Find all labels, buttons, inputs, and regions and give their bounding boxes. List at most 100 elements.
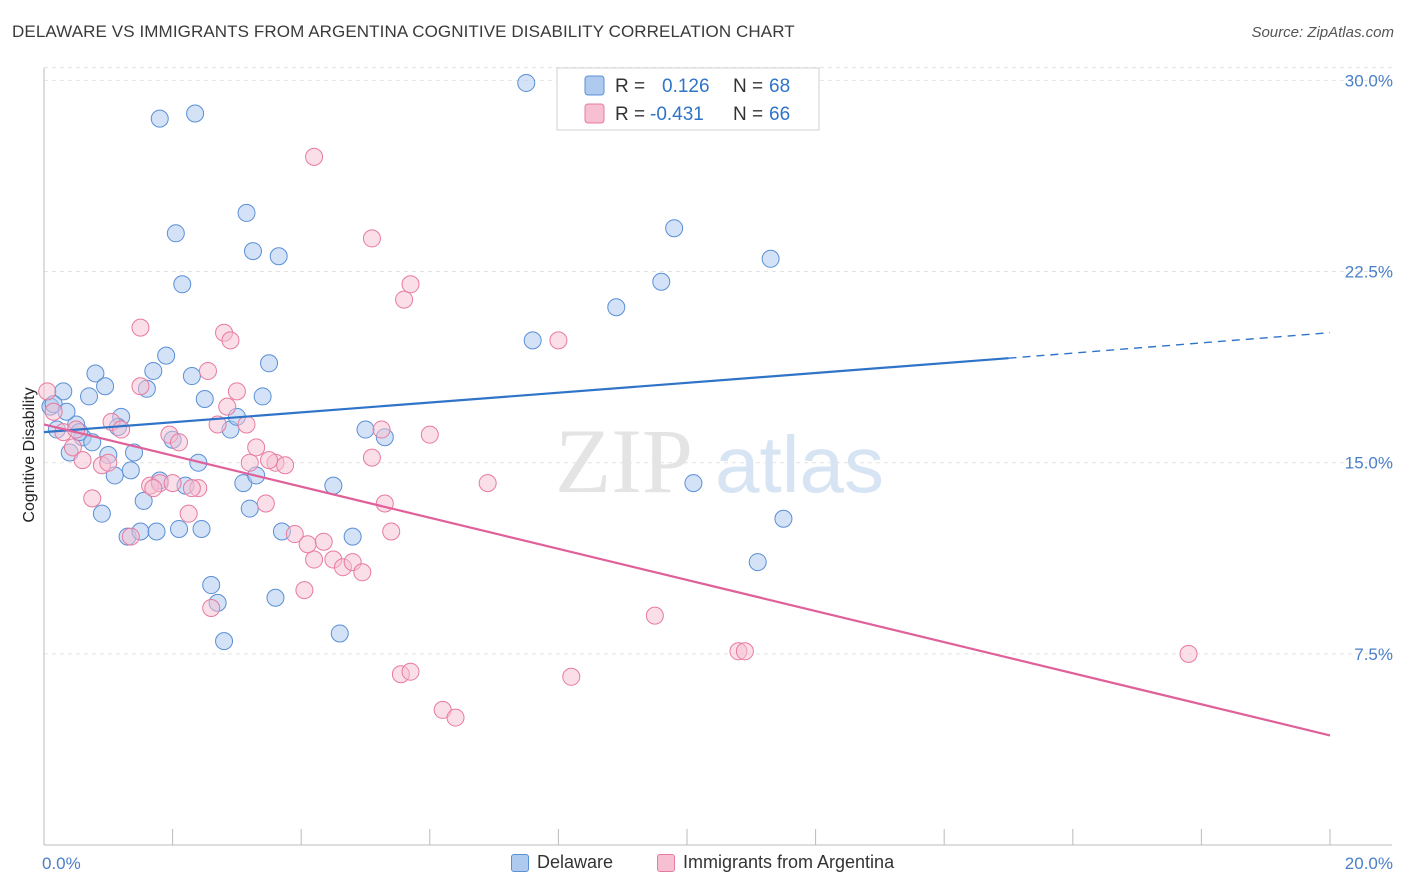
series-argentina-points [38, 147, 1198, 727]
legend-swatch-argentina-bottom [657, 853, 675, 872]
point-argentina [295, 581, 314, 600]
legend-n-label-1: N = [733, 76, 763, 97]
point-argentina [549, 331, 568, 350]
point-delaware [607, 298, 626, 317]
point-delaware [96, 377, 115, 396]
point-delaware [523, 331, 542, 350]
point-delaware [356, 420, 375, 439]
top-legend: R = 0.126 N = 68 R = -0.431 N = 66 [556, 67, 820, 131]
point-argentina [305, 147, 324, 166]
point-argentina [112, 420, 131, 439]
point-delaware [166, 224, 185, 243]
point-delaware [652, 272, 671, 291]
point-argentina [202, 598, 221, 617]
point-delaware [86, 364, 105, 383]
legend-item-delaware: Delaware [511, 852, 613, 873]
point-delaware [517, 73, 536, 92]
point-argentina [163, 474, 182, 493]
point-argentina [401, 662, 420, 681]
point-delaware [266, 588, 285, 607]
point-argentina [38, 382, 57, 401]
point-delaware [324, 476, 343, 495]
point-delaware [269, 247, 288, 266]
point-delaware [260, 354, 279, 373]
point-delaware [121, 461, 140, 480]
point-argentina [99, 453, 118, 472]
point-delaware [330, 624, 349, 643]
point-argentina [260, 451, 279, 470]
point-argentina [227, 382, 246, 401]
bottom-legend: Delaware Immigrants from Argentina [0, 850, 1406, 880]
point-argentina [131, 318, 150, 337]
point-delaware [147, 522, 166, 541]
point-delaware [243, 242, 262, 261]
legend-n-label-2: N = [733, 104, 763, 125]
legend-r-label-2: R = [615, 104, 645, 125]
point-delaware [343, 527, 362, 546]
point-delaware [134, 491, 153, 510]
point-argentina [446, 708, 465, 727]
point-argentina [247, 438, 266, 457]
point-argentina [562, 667, 581, 686]
point-argentina [735, 642, 754, 661]
point-argentina [314, 532, 333, 551]
point-delaware [240, 499, 259, 518]
point-argentina [305, 550, 324, 569]
point-delaware [202, 576, 221, 595]
point-argentina [131, 377, 150, 396]
point-argentina [179, 504, 198, 523]
point-argentina [276, 456, 295, 475]
point-argentina [170, 433, 189, 452]
ticks: 7.5% 15.0% 22.5% 30.0% 0.0% 20.0% [42, 71, 1393, 873]
legend-r-value-2: -0.431 [650, 104, 704, 125]
point-argentina [63, 438, 82, 457]
point-argentina [1179, 644, 1198, 663]
legend-n-value-2: 66 [769, 104, 790, 125]
watermark-atlas: atlas [715, 420, 884, 509]
point-delaware [92, 504, 111, 523]
chart-source: Source: ZipAtlas.com [1251, 24, 1394, 41]
legend-item-argentina: Immigrants from Argentina [657, 852, 894, 873]
point-argentina [478, 474, 497, 493]
point-argentina [198, 361, 217, 380]
point-argentina [44, 402, 63, 421]
point-delaware [192, 519, 211, 538]
point-delaware [195, 389, 214, 408]
point-delaware [144, 361, 163, 380]
y-tick-label: 22.5% [1345, 263, 1393, 282]
point-argentina [240, 453, 259, 472]
point-delaware [665, 219, 684, 238]
point-argentina [395, 290, 414, 309]
point-argentina [420, 425, 439, 444]
trend-line-delaware-extension [1008, 332, 1331, 359]
legend-swatch-argentina [584, 103, 605, 124]
point-argentina [73, 451, 92, 470]
x-tick-label: 20.0% [1345, 854, 1393, 873]
legend-label-argentina: Immigrants from Argentina [683, 852, 895, 872]
point-argentina [182, 479, 201, 498]
point-delaware [150, 109, 169, 128]
x-tick-label: 0.0% [42, 854, 81, 873]
point-argentina [285, 525, 304, 544]
point-delaware [186, 104, 205, 123]
series-delaware-points [41, 73, 793, 651]
legend-swatch-delaware-bottom [511, 853, 529, 872]
point-delaware [684, 474, 703, 493]
point-argentina [372, 420, 391, 439]
point-delaware [80, 387, 99, 406]
chart-title: DELAWARE VS IMMIGRANTS FROM ARGENTINA CO… [12, 22, 795, 41]
point-delaware [170, 519, 189, 538]
trend-line-delaware [43, 357, 1009, 434]
point-argentina [121, 527, 140, 546]
point-argentina [353, 563, 372, 582]
point-argentina [382, 522, 401, 541]
point-delaware [182, 367, 201, 386]
point-argentina [237, 415, 256, 434]
legend-r-label-1: R = [615, 76, 645, 97]
point-delaware [215, 632, 234, 651]
point-argentina [362, 448, 381, 467]
axes [43, 68, 1392, 846]
y-axis-title: Cognitive Disability [21, 387, 38, 522]
trend-lines [43, 332, 1331, 737]
